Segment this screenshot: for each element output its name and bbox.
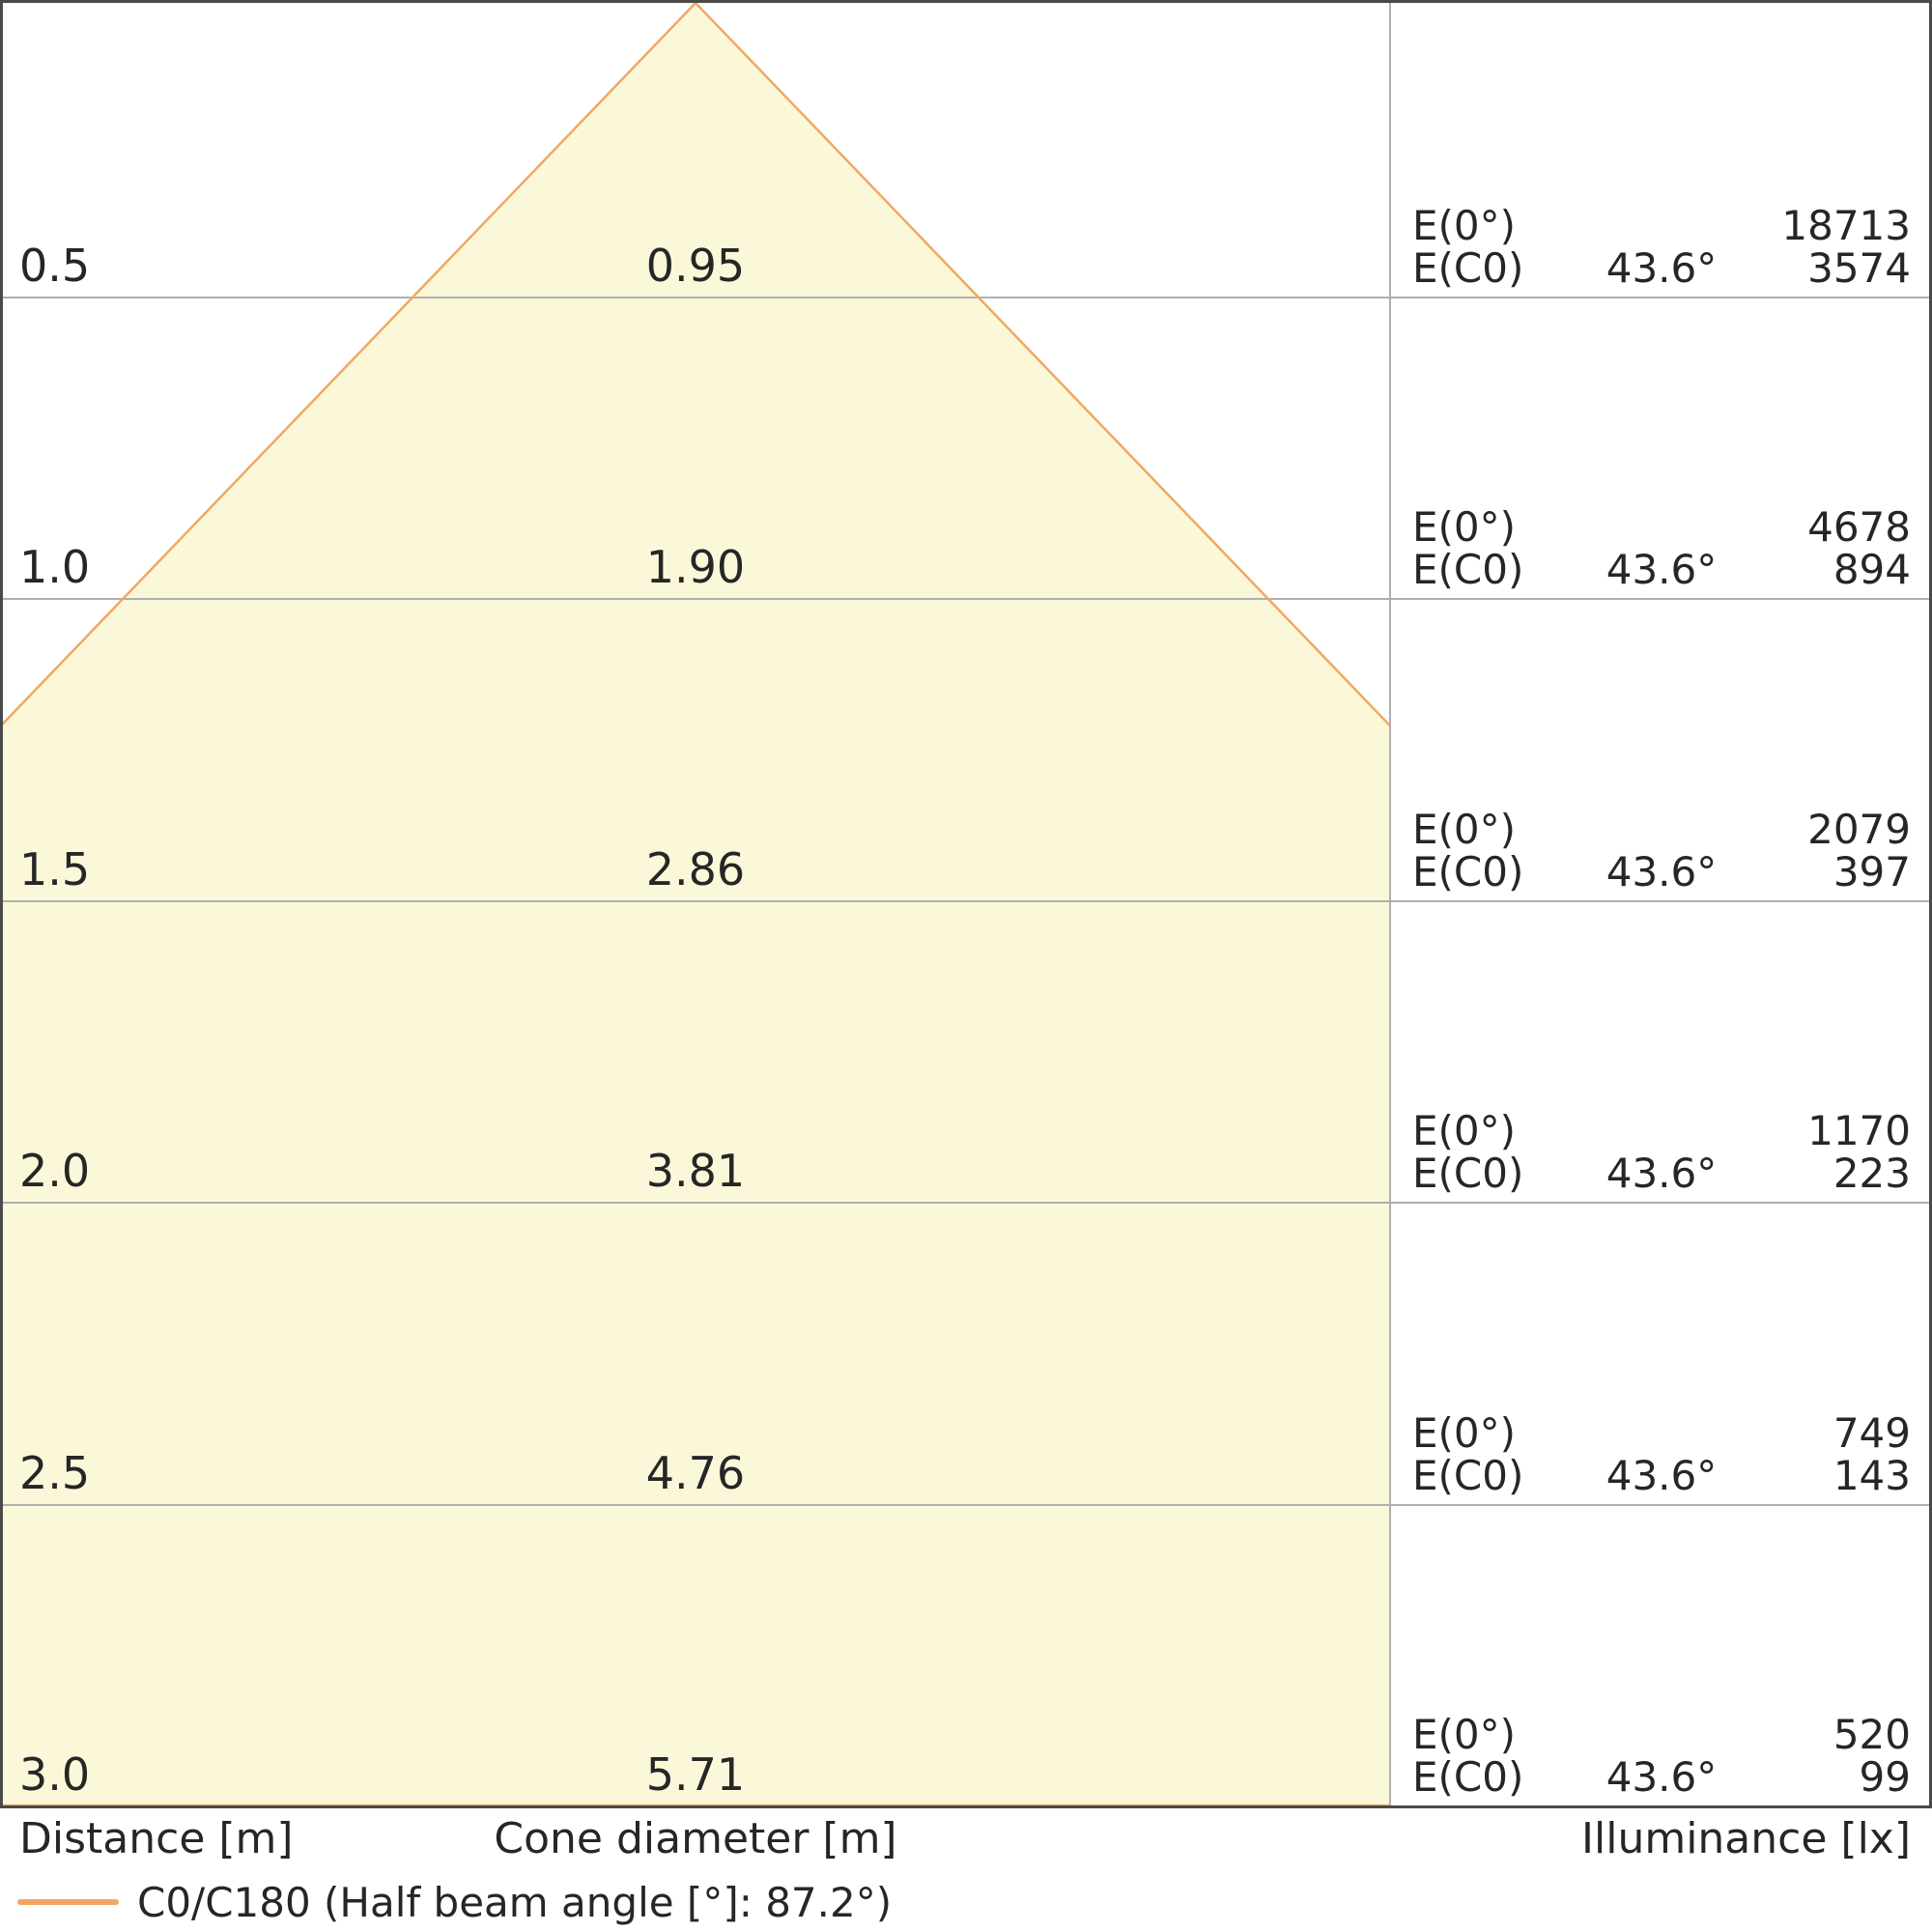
illuminance-line-e0: E(0°) 2079 <box>1412 809 1911 851</box>
beam-cone-fill <box>2 3 1390 1805</box>
distance-tick-label: 0.5 <box>19 240 91 292</box>
cone-diameter-value: 1.90 <box>645 541 746 593</box>
cone-diameter-value: 0.95 <box>645 240 746 292</box>
ec0-label: E(C0) <box>1412 1150 1524 1197</box>
illuminance-line-ec0: E(C0) 43.6° 3574 <box>1412 247 1911 290</box>
ec0-label: E(C0) <box>1412 244 1524 292</box>
illuminance-line-ec0: E(C0) 43.6° 223 <box>1412 1152 1911 1195</box>
ec0-value: 99 <box>1859 1753 1911 1801</box>
e0-label: E(0°) <box>1412 1107 1517 1154</box>
half-angle-value: 43.6° <box>1605 1452 1718 1499</box>
illuminance-line-e0: E(0°) 4678 <box>1412 506 1911 549</box>
e0-value: 520 <box>1833 1711 1911 1758</box>
distance-axis-label: Distance [m] <box>19 1814 294 1863</box>
half-angle-value: 43.6° <box>1605 1150 1718 1197</box>
ec0-label: E(C0) <box>1412 546 1524 593</box>
e0-label: E(0°) <box>1412 202 1517 249</box>
ec0-value: 894 <box>1833 546 1911 593</box>
ec0-value: 223 <box>1833 1150 1911 1197</box>
illuminance-line-ec0: E(C0) 43.6° 397 <box>1412 851 1911 894</box>
e0-label: E(0°) <box>1412 1409 1517 1457</box>
illuminance-line-ec0: E(C0) 43.6° 99 <box>1412 1756 1911 1799</box>
legend-label: C0/C180 (Half beam angle [°]: 87.2°) <box>137 1879 893 1926</box>
cone-diagram-plot <box>0 0 1932 1808</box>
ec0-label: E(C0) <box>1412 1452 1524 1499</box>
e0-value: 1170 <box>1807 1107 1911 1154</box>
distance-tick-label: 3.0 <box>19 1748 91 1801</box>
e0-value: 749 <box>1833 1409 1911 1457</box>
grid-lines <box>2 297 1930 1506</box>
half-angle-value: 43.6° <box>1605 1753 1718 1801</box>
ec0-value: 3574 <box>1807 244 1911 292</box>
distance-tick-label: 1.0 <box>19 541 91 593</box>
half-angle-value: 43.6° <box>1605 848 1718 895</box>
distance-tick-label: 1.5 <box>19 843 91 895</box>
illuminance-axis-label: Illuminance [lx] <box>1581 1814 1911 1863</box>
legend-line-swatch <box>17 1899 119 1905</box>
cone-diameter-value: 4.76 <box>645 1447 746 1499</box>
illuminance-line-e0: E(0°) 749 <box>1412 1412 1911 1455</box>
distance-tick-label: 2.5 <box>19 1447 91 1499</box>
illuminance-row: E(0°) 1170 E(C0) 43.6° 223 <box>1412 1110 1911 1195</box>
illuminance-row: E(0°) 4678 E(C0) 43.6° 894 <box>1412 506 1911 591</box>
cone-diameter-value: 2.86 <box>645 843 746 895</box>
e0-label: E(0°) <box>1412 806 1517 853</box>
distance-tick-label: 2.0 <box>19 1145 91 1197</box>
illuminance-line-ec0: E(C0) 43.6° 894 <box>1412 549 1911 591</box>
illuminance-row: E(0°) 749 E(C0) 43.6° 143 <box>1412 1412 1911 1497</box>
e0-value: 18713 <box>1781 202 1911 249</box>
illuminance-line-ec0: E(C0) 43.6° 143 <box>1412 1455 1911 1497</box>
illuminance-line-e0: E(0°) 520 <box>1412 1714 1911 1756</box>
illuminance-line-e0: E(0°) 18713 <box>1412 205 1911 247</box>
cone-diameter-value: 3.81 <box>645 1145 746 1197</box>
e0-label: E(0°) <box>1412 1711 1517 1758</box>
half-angle-value: 43.6° <box>1605 546 1718 593</box>
illuminance-line-e0: E(0°) 1170 <box>1412 1110 1911 1152</box>
ec0-value: 143 <box>1833 1452 1911 1499</box>
illuminance-row: E(0°) 520 E(C0) 43.6° 99 <box>1412 1714 1911 1799</box>
ec0-label: E(C0) <box>1412 1753 1524 1801</box>
e0-label: E(0°) <box>1412 503 1517 551</box>
illuminance-row: E(0°) 18713 E(C0) 43.6° 3574 <box>1412 205 1911 290</box>
half-angle-value: 43.6° <box>1605 244 1718 292</box>
cone-diameter-axis-label: Cone diameter [m] <box>494 1814 897 1863</box>
e0-value: 2079 <box>1807 806 1911 853</box>
e0-value: 4678 <box>1807 503 1911 551</box>
ec0-value: 397 <box>1833 848 1911 895</box>
plot-border <box>0 0 1932 1808</box>
illuminance-row: E(0°) 2079 E(C0) 43.6° 397 <box>1412 809 1911 894</box>
cone-diameter-value: 5.71 <box>645 1748 746 1801</box>
ec0-label: E(C0) <box>1412 848 1524 895</box>
